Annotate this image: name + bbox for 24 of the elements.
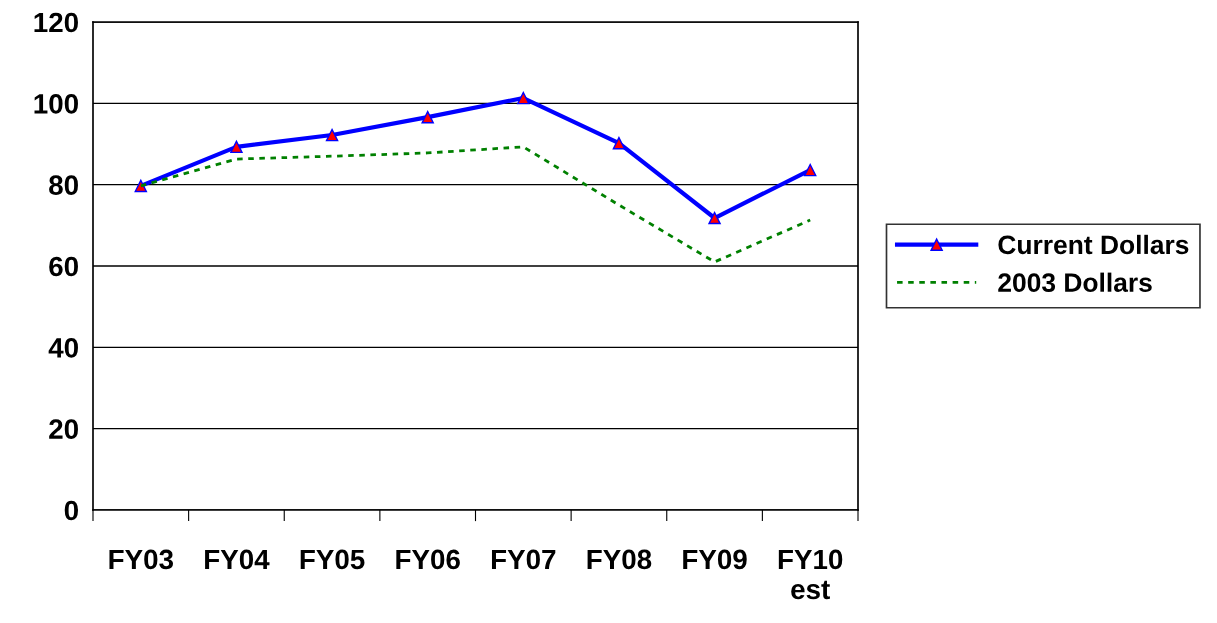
x-tick-label: FY04 [205,549,270,570]
y-tick-label: 80 [49,175,78,196]
x-tick-label: FY06 [396,549,460,570]
point [708,211,721,225]
y-tick-label: 120 [34,12,78,33]
x-tick-label: FY07 [491,549,556,570]
x-tick-label: FY08 [587,549,652,570]
legend-label: 2003 Dollars [998,272,1152,293]
y-tick-label: 100 [34,94,78,114]
y-tick-label: 40 [48,338,78,358]
y-tick-label: 60 [49,256,78,277]
point [421,110,434,124]
x-tick-label: FY09 [683,549,747,570]
x-tick-label: FY10 est [778,549,843,600]
point [803,163,817,177]
point [517,91,530,105]
y-tick-label: 0 [64,500,78,521]
point [612,136,626,150]
y-tick-label: 20 [49,419,78,440]
legend-label: Current Dollars [998,234,1189,255]
x-tick-label: FY03 [109,549,174,570]
point [230,140,243,154]
point [325,128,339,142]
x-tick-label: FY05 [300,549,365,570]
